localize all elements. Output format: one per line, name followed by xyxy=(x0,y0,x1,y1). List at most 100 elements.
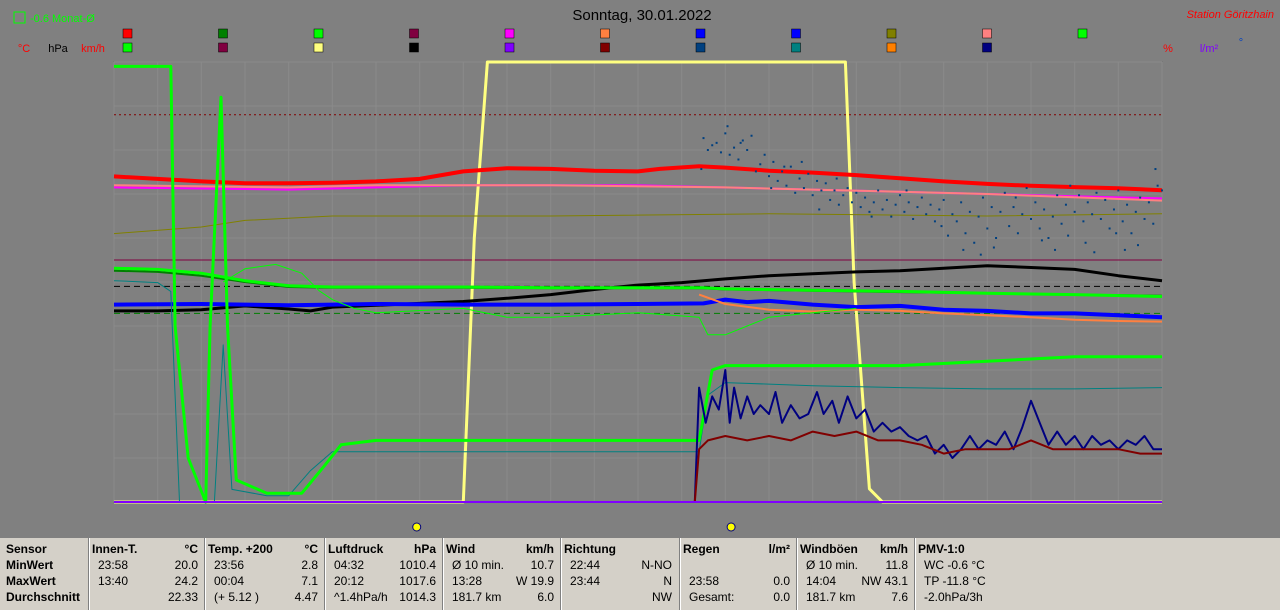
direction-point xyxy=(951,213,954,216)
unit-temp: °C xyxy=(18,43,30,55)
direction-point xyxy=(794,191,797,194)
direction-point xyxy=(1069,184,1072,187)
direction-point xyxy=(837,203,840,206)
summary-header-row: Sensor xyxy=(6,542,86,558)
summary-unit: km/h xyxy=(525,542,554,556)
summary-column: Luftdruck hPa 04:32 1010.4 20:12 1017.6 ^1.4hP… xyxy=(328,542,440,608)
direction-point xyxy=(1117,189,1120,192)
summary-cell-value: NW 43.1 xyxy=(861,574,908,588)
legend-swatch xyxy=(791,42,801,53)
summary-unit: km/h xyxy=(879,542,908,556)
direction-point xyxy=(962,248,965,251)
direction-point xyxy=(1014,196,1017,199)
direction-point xyxy=(870,215,873,218)
summary-header-row: Regen l/m² xyxy=(683,542,794,558)
summary-header: Sensor xyxy=(6,542,47,556)
summary-header-row: PMV-1:0 xyxy=(918,542,1028,558)
summary-cell-label: 23:58 xyxy=(689,574,720,588)
summary-header: Richtung xyxy=(564,542,616,556)
direction-point xyxy=(1086,201,1089,204)
summary-header: Luftdruck xyxy=(328,542,384,556)
summary-row: -2.0hPa/3h xyxy=(918,590,1028,606)
series-line xyxy=(113,184,1163,202)
direction-point xyxy=(818,208,821,211)
series-line xyxy=(113,164,1163,193)
summary-cell-label: 181.7 km xyxy=(806,590,856,604)
direction-point xyxy=(1060,222,1063,225)
summary-row: 14:04 NW 43.1 xyxy=(800,574,912,590)
direction-point xyxy=(864,196,867,199)
summary-header: Windböen xyxy=(800,542,858,556)
unit-rain: l/m² xyxy=(1200,43,1219,55)
direction-point xyxy=(999,210,1002,213)
legend-swatch xyxy=(791,28,801,39)
summary-cell-value: 0.0 xyxy=(773,574,790,588)
direction-point xyxy=(700,168,703,171)
direction-point xyxy=(916,206,919,209)
summary-row: 181.7 km 6.0 xyxy=(446,590,558,606)
summary-row: MaxWert xyxy=(6,574,86,590)
direction-point xyxy=(1003,191,1006,194)
summary-cell-label: 23:56 xyxy=(214,558,245,572)
sunset-icon xyxy=(726,522,736,532)
summary-header: Regen xyxy=(683,542,720,556)
direction-point xyxy=(881,208,884,211)
direction-point xyxy=(1093,251,1096,254)
direction-point xyxy=(785,184,788,187)
direction-point xyxy=(979,253,982,256)
direction-point xyxy=(1104,198,1107,201)
summary-row: 22.33 xyxy=(92,590,202,606)
unit-pressure: hPa xyxy=(48,43,68,55)
summary-column: Temp. +200 °C 23:56 2.8 00:04 7.1 (+ 5.12 ) 4.4… xyxy=(208,542,322,608)
direction-point xyxy=(1143,217,1146,220)
summary-row: 22:44 N-NO xyxy=(564,558,676,574)
direction-point xyxy=(1099,217,1102,220)
direction-point xyxy=(981,196,984,199)
summary-row: Ø 10 min. 11.8 xyxy=(800,558,912,574)
direction-point xyxy=(855,191,858,194)
legend-swatch xyxy=(982,42,992,53)
summary-cell-label: -2.0hPa/3h xyxy=(924,590,983,604)
summary-column: Windböen km/h Ø 10 min. 11.8 14:04 NW 43.1 181… xyxy=(800,542,912,608)
summary-cell-label: Ø 10 min. xyxy=(806,558,859,572)
direction-point xyxy=(1047,237,1050,239)
direction-point xyxy=(1054,248,1057,251)
direction-point xyxy=(1115,232,1118,235)
summary-cell-label: 22:44 xyxy=(570,558,601,572)
series-line xyxy=(113,213,1163,235)
direction-point xyxy=(990,206,993,209)
direction-point xyxy=(820,189,823,192)
summary-row: TP -11.8 °C xyxy=(918,574,1028,590)
summary-column: Regen l/m² 23:58 0.0 Gesamt: 0.0 xyxy=(683,542,794,608)
legend-swatch xyxy=(695,42,706,53)
summary-row: Ø 10 min. 10.7 xyxy=(446,558,558,574)
monthly-average-checkbox-icon[interactable] xyxy=(13,11,26,24)
series-line xyxy=(113,297,1163,320)
direction-point xyxy=(877,189,880,192)
summary-cell-label: 13:28 xyxy=(452,574,483,588)
direction-point xyxy=(868,210,871,213)
chart-series xyxy=(113,60,1163,504)
summary-header-row: Luftdruck hPa xyxy=(328,542,440,558)
direction-point xyxy=(772,160,775,163)
direction-point xyxy=(1030,217,1032,220)
column-divider xyxy=(914,538,916,610)
legend-swatch xyxy=(886,42,897,53)
direction-point xyxy=(1154,168,1157,171)
unit-direction: ° xyxy=(1239,37,1243,49)
summary-unit: l/m² xyxy=(768,542,790,556)
series-line xyxy=(693,430,1162,503)
direction-point xyxy=(759,163,762,166)
summary-header: Innen-T. xyxy=(92,542,138,556)
legend-swatch xyxy=(122,28,133,39)
direction-point xyxy=(1040,239,1043,242)
series-line xyxy=(114,60,1162,504)
column-divider xyxy=(796,538,798,610)
weather-chart: -0.6 Monat-Ø Sonntag, 30.01.2022 Station… xyxy=(0,0,1280,536)
chart-grid xyxy=(113,61,1163,503)
summary-row: 13:28 W 19.9 xyxy=(446,574,558,590)
summary-table: Sensor MinWert MaxWert Durchschnitt Innen-T.… xyxy=(0,536,1280,610)
summary-header-row: Temp. +200 °C xyxy=(208,542,322,558)
summary-cell-value: 7.1 xyxy=(301,574,318,588)
summary-cell-label: 23:58 xyxy=(98,558,129,572)
